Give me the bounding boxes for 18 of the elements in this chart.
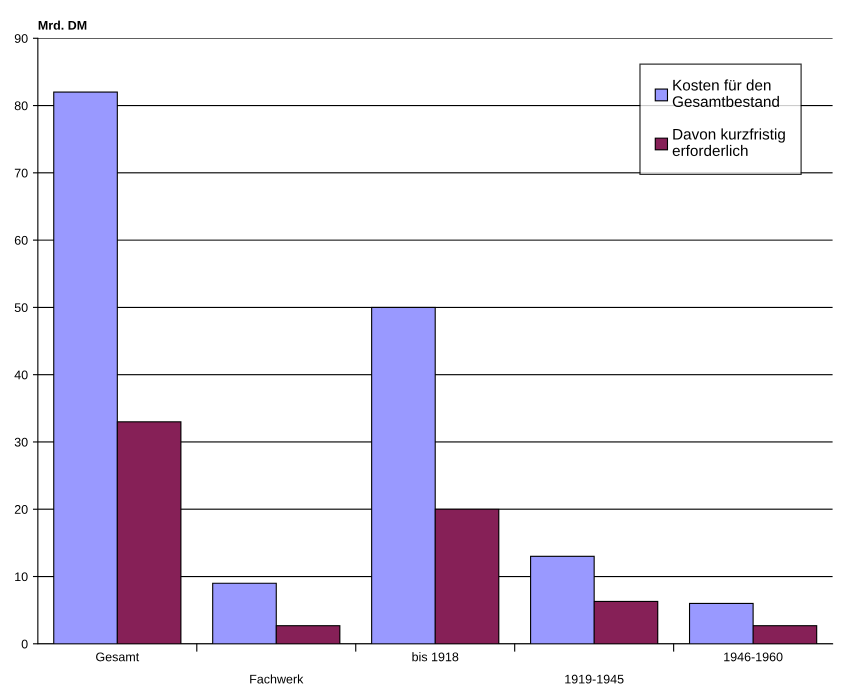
y-axis-title: Mrd. DM: [38, 20, 86, 30]
y-tick-label: 70: [14, 168, 28, 178]
y-tick-label: 80: [14, 101, 28, 110]
x-tick-label: 1919-1945: [565, 674, 624, 684]
y-tick-label: 50: [14, 303, 28, 312]
y-tick-label: 20: [14, 505, 28, 514]
legend-label: Kosten für den Gesamtbestand: [672, 79, 779, 108]
y-tick-label: 0: [22, 640, 28, 648]
y-tick-label: 40: [14, 370, 28, 380]
x-tick-label: Gesamt: [96, 652, 140, 662]
y-tick-label: 90: [14, 34, 28, 43]
y-tick-label: 30: [14, 438, 28, 447]
legend-label: Davon kurzfristig erforderlich: [672, 128, 785, 156]
y-tick-label: 60: [14, 236, 28, 245]
y-tick-label: 10: [15, 572, 28, 582]
x-tick-label: Fachwerk: [250, 674, 304, 684]
x-tick-label: 1946-1960: [724, 652, 783, 662]
x-tick-label: bis 1918: [412, 652, 458, 662]
